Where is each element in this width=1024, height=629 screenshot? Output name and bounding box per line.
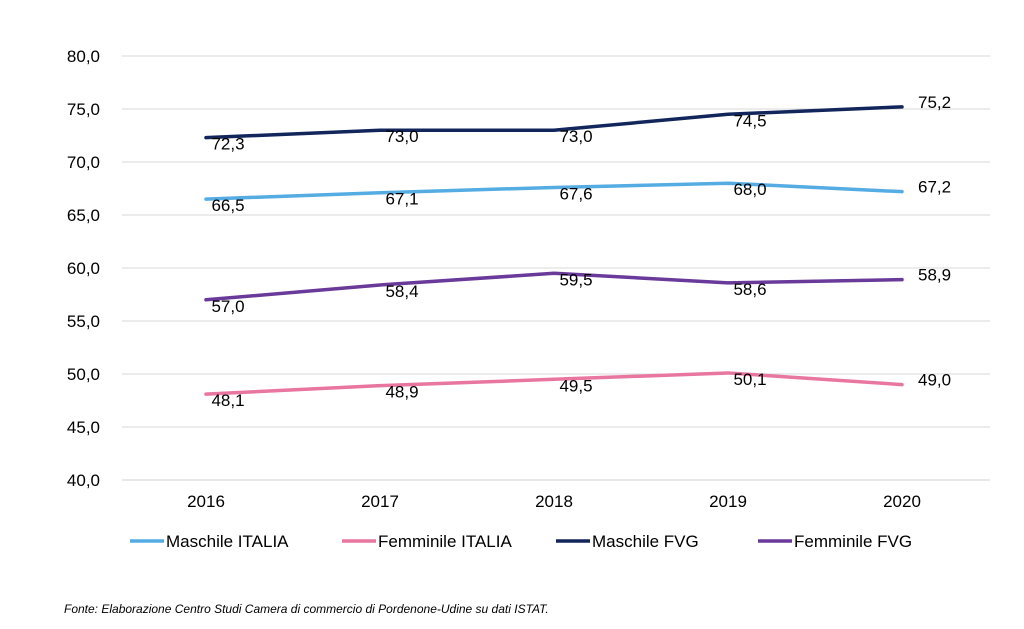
series-line (204, 105, 904, 140)
legend-label: Maschile FVG (592, 532, 699, 551)
y-tick-label: 40,0 (67, 471, 100, 490)
data-label: 58,4 (385, 282, 418, 301)
data-label: 49,0 (918, 371, 951, 390)
data-label: 66,5 (211, 196, 244, 215)
y-tick-label: 50,0 (67, 365, 100, 384)
data-label: 67,6 (559, 184, 592, 203)
data-label: 73,0 (385, 127, 418, 146)
series-line (204, 371, 904, 396)
x-tick-label: 2017 (361, 492, 399, 511)
data-label: 74,5 (733, 111, 766, 130)
data-label: 49,5 (559, 376, 592, 395)
series-group: 66,5 67,1 67,6 68,0 67,2 48,1 48,9 49,5 50,1 49,0… (204, 93, 951, 410)
data-label: 75,2 (918, 93, 951, 112)
y-tick-label: 65,0 (67, 206, 100, 225)
data-label: 57,0 (211, 297, 244, 316)
x-tick-label: 2020 (883, 492, 921, 511)
x-tick-label: 2018 (535, 492, 573, 511)
y-axis: 40,0 45,0 50,0 55,0 60,0 65,0 70,0 75,0 80,0 (67, 47, 100, 490)
data-label: 67,1 (385, 190, 418, 209)
y-tick-label: 45,0 (67, 418, 100, 437)
data-label: 58,6 (733, 280, 766, 299)
data-label: 50,1 (733, 370, 766, 389)
data-label: 68,0 (733, 180, 766, 199)
legend-label: Femminile FVG (794, 532, 912, 551)
data-label: 67,2 (918, 178, 951, 197)
x-tick-label: 2016 (187, 492, 225, 511)
x-tick-label: 2019 (709, 492, 747, 511)
legend: Maschile ITALIA Femminile ITALIA Maschile … (130, 532, 912, 551)
source-note: Fonte: Elaborazione Centro Studi Camera … (64, 602, 549, 616)
series-line (204, 271, 904, 302)
legend-label: Femminile ITALIA (378, 532, 512, 551)
y-tick-label: 80,0 (67, 47, 100, 66)
y-tick-label: 55,0 (67, 312, 100, 331)
gridlines (122, 55, 990, 481)
data-label: 58,9 (918, 266, 951, 285)
data-label: 59,5 (559, 270, 592, 289)
legend-label: Maschile ITALIA (166, 532, 289, 551)
data-label: 48,9 (385, 383, 418, 402)
y-tick-label: 75,0 (67, 100, 100, 119)
x-axis: 2016 2017 2018 2019 2020 (187, 492, 921, 511)
series-line (204, 181, 904, 201)
data-label: 48,1 (211, 391, 244, 410)
y-tick-label: 70,0 (67, 153, 100, 172)
data-label: 73,0 (559, 127, 592, 146)
y-tick-label: 60,0 (67, 259, 100, 278)
data-label: 72,3 (211, 135, 244, 154)
